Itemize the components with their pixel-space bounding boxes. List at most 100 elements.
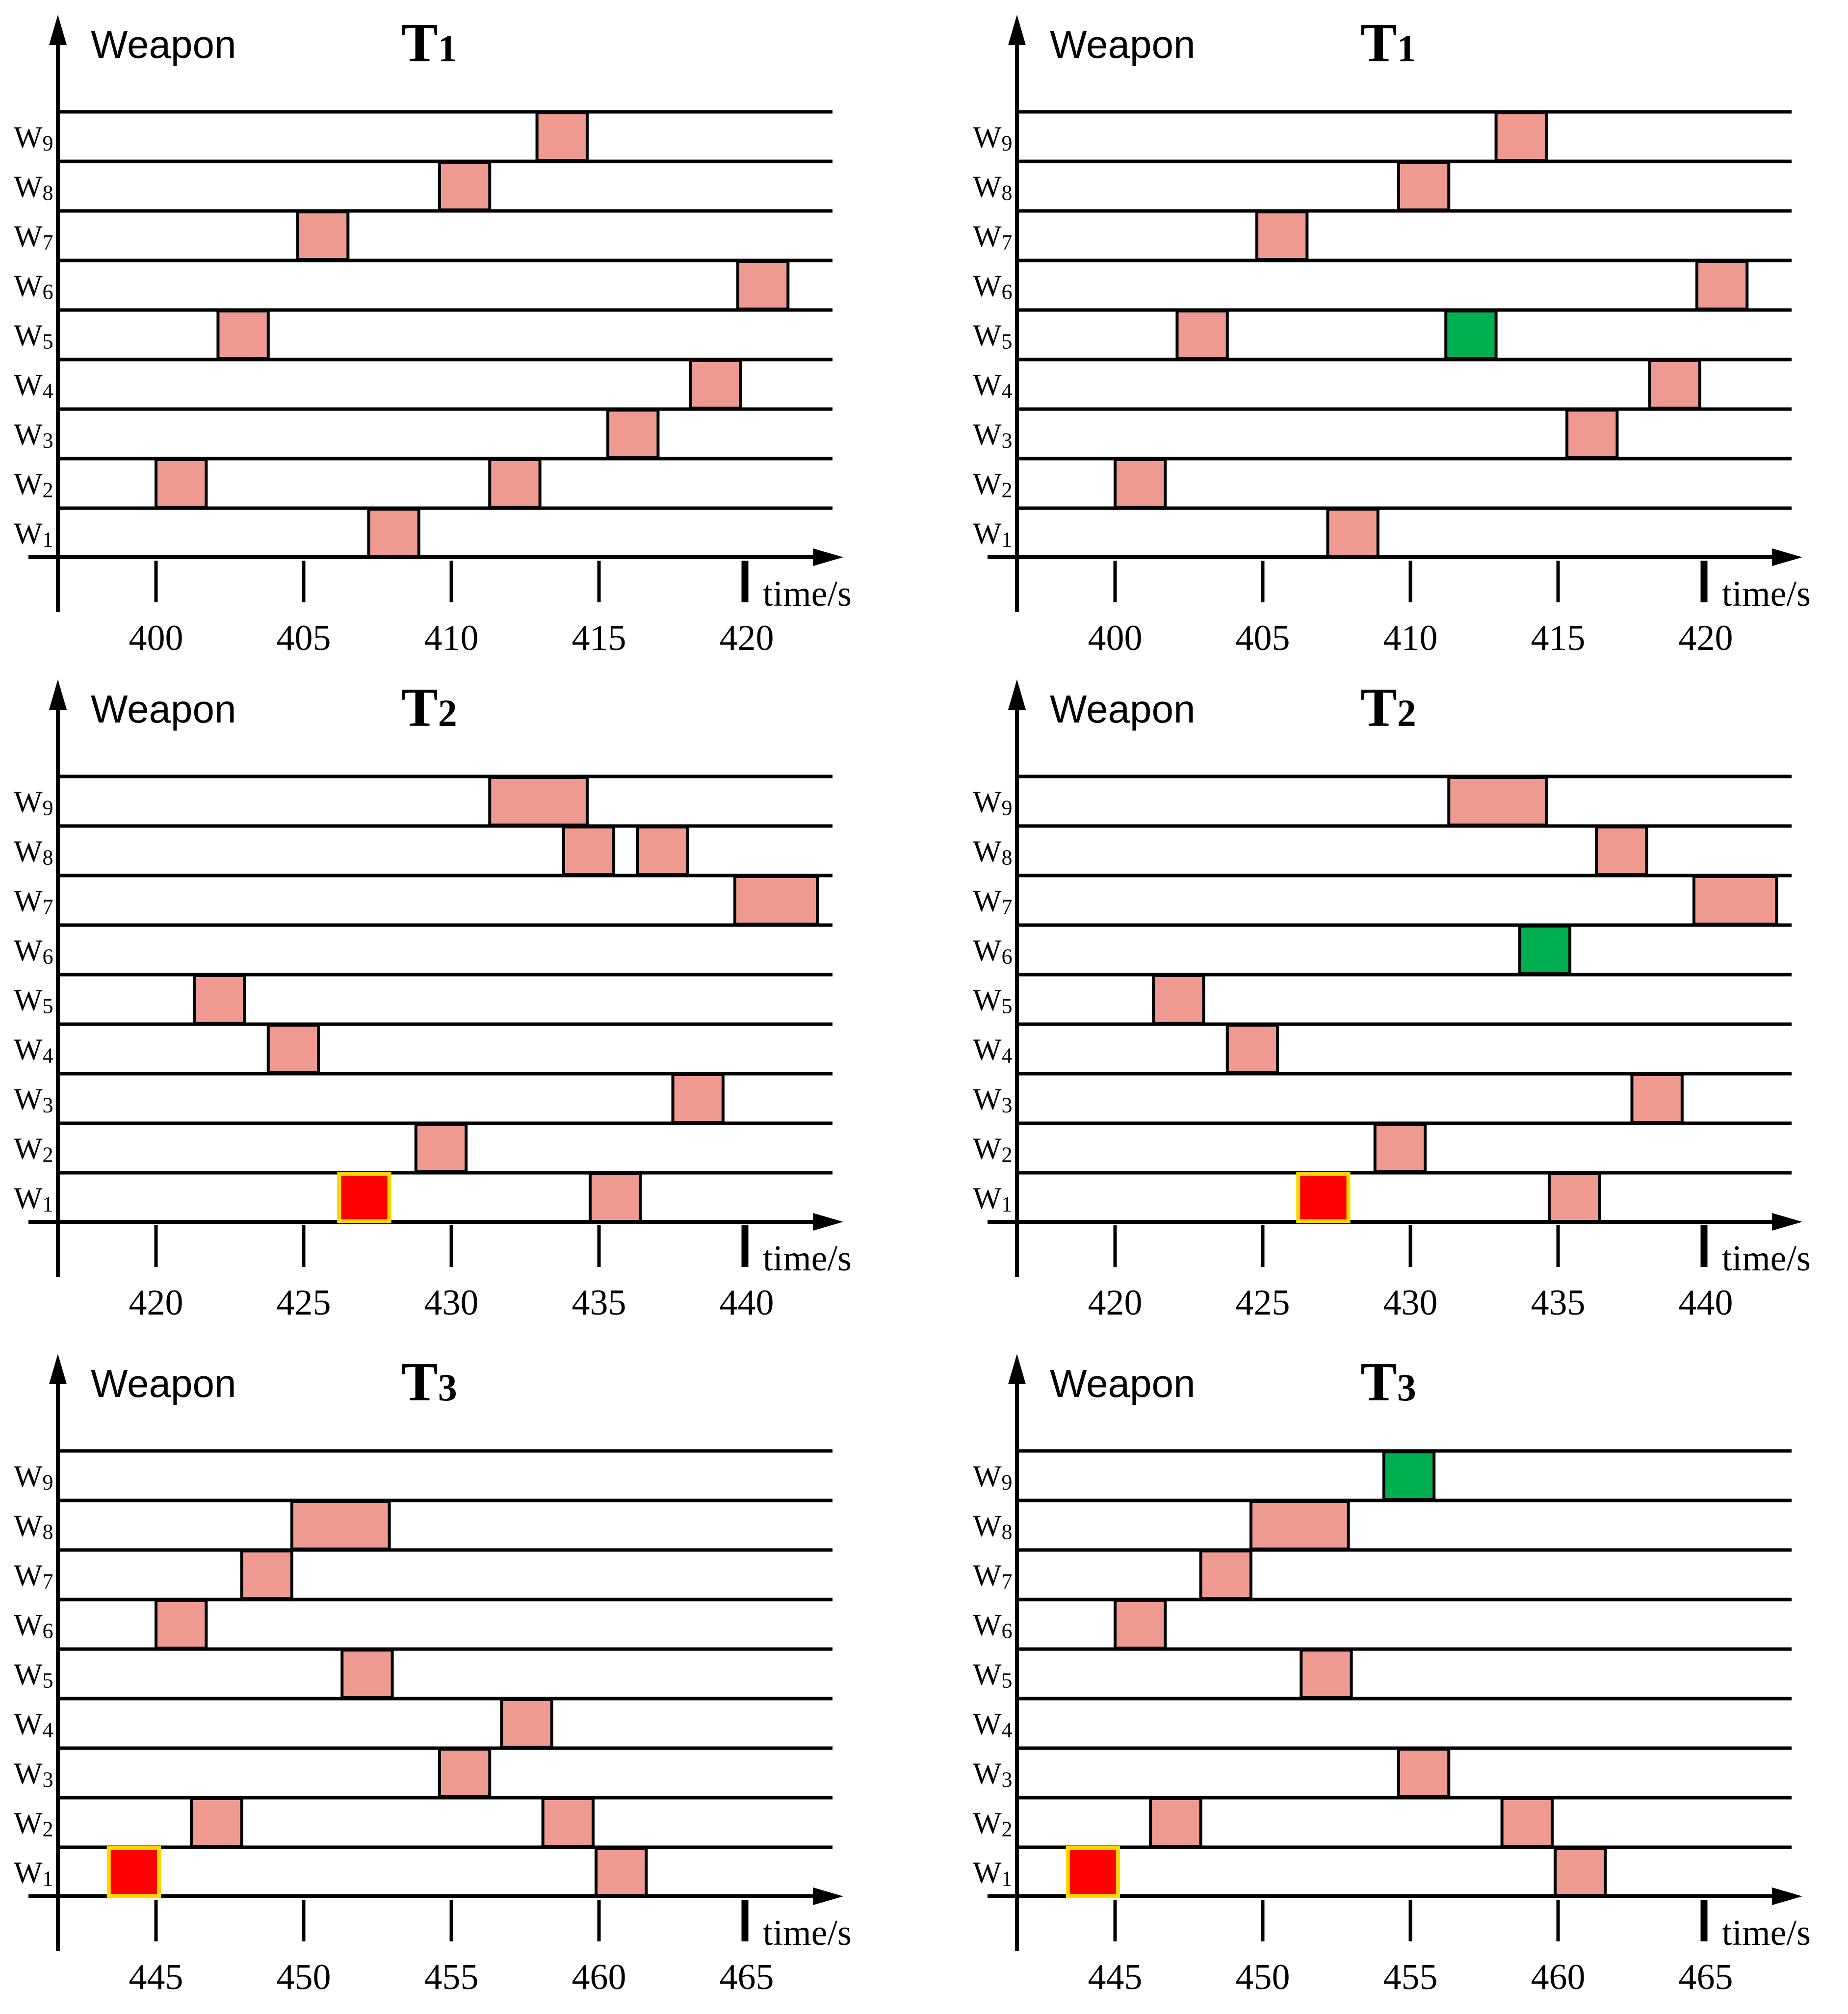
x-axis-label: time/s (1722, 1913, 1811, 1953)
row-label-w8: W8 (14, 835, 53, 870)
x-tick-label: 450 (277, 1957, 331, 1997)
row-label-w6: W6 (14, 270, 53, 304)
task-block-w7 (1199, 1549, 1252, 1600)
row-label-w4: W4 (973, 1033, 1013, 1068)
timeline-panel-3: 420 425 430 435 440 Weapon time/s T2 W1 W2 W3 W4 W5 W… (14, 677, 852, 1323)
row-label-w7: W7 (973, 1559, 1013, 1594)
row-label-w6: W6 (973, 1609, 1013, 1643)
task-block-w9 (1494, 111, 1548, 162)
y-axis-arrowhead (1008, 1354, 1026, 1384)
x-tick-label: 465 (720, 1957, 774, 1997)
task-block-w8 (438, 161, 492, 211)
y-axis-arrowhead (49, 1354, 67, 1384)
x-tick-label: 430 (1383, 1283, 1438, 1323)
x-tick-label: 400 (129, 618, 183, 658)
row-label-w1: W1 (14, 1182, 53, 1216)
task-block-w8 (636, 826, 689, 876)
time-axis-arrowhead (1772, 548, 1802, 566)
task-block-w5 (1152, 974, 1205, 1025)
panel-title: T3 (401, 1352, 457, 1413)
time-axis-arrowhead (813, 1213, 843, 1231)
task-block-w7 (240, 1549, 293, 1600)
row-label-w1: W1 (973, 1182, 1013, 1216)
row-label-w2: W2 (973, 1807, 1013, 1841)
task-block-w1 (1553, 1847, 1607, 1897)
row-label-w3: W3 (14, 418, 53, 453)
task-block-w6 (1695, 260, 1749, 310)
row-label-w2: W2 (973, 1133, 1013, 1167)
task-block-w3 (1397, 1748, 1451, 1798)
task-block-w9 (488, 776, 589, 826)
task-block-w3 (438, 1748, 492, 1798)
task-block-w5 (1175, 310, 1229, 360)
row-label-w3: W3 (14, 1757, 53, 1792)
task-block-w8 (1249, 1500, 1350, 1550)
row-label-w7: W7 (973, 885, 1013, 919)
row-label-w4: W4 (14, 1033, 53, 1068)
row-label-w3: W3 (973, 418, 1013, 453)
task-block-w1 (588, 1172, 642, 1223)
row-label-w5: W5 (14, 319, 53, 354)
task-block-w9-green (1382, 1450, 1436, 1501)
x-tick-label: 430 (424, 1283, 479, 1323)
x-tick-label: 450 (1236, 1957, 1290, 1997)
x-tick-label: 440 (720, 1283, 774, 1323)
task-block-w1-red (1296, 1172, 1351, 1223)
row-label-w2: W2 (973, 468, 1013, 502)
row-label-w2: W2 (14, 1807, 53, 1841)
x-axis-label: time/s (1722, 1239, 1811, 1279)
task-block-w5 (1300, 1649, 1353, 1699)
x-tick-label: 405 (277, 618, 331, 658)
task-block-w7 (296, 210, 350, 261)
task-block-w4 (689, 359, 742, 410)
x-tick-label: 415 (572, 618, 626, 658)
y-axis-label: Weapon (91, 23, 236, 66)
task-block-w7 (733, 875, 819, 926)
panel-title: T2 (1360, 677, 1416, 738)
task-block-w4 (1648, 359, 1701, 410)
task-block-w2 (1114, 458, 1167, 509)
task-block-w3 (671, 1073, 725, 1124)
x-tick-label: 420 (720, 618, 774, 658)
time-axis-arrowhead (1772, 1887, 1802, 1905)
x-tick-label: 435 (1531, 1283, 1586, 1323)
task-block-w5 (193, 974, 246, 1025)
task-block-w9 (1447, 776, 1548, 826)
time-axis-arrowhead (813, 548, 843, 566)
x-tick-label: 460 (572, 1957, 626, 1997)
x-tick-label: 465 (1679, 1957, 1733, 1997)
task-block-w1-red (1066, 1846, 1120, 1898)
x-tick-label: 425 (1236, 1283, 1290, 1323)
task-block-w1 (1547, 1172, 1601, 1223)
x-tick-label: 400 (1088, 618, 1143, 658)
panel-title: T1 (401, 13, 457, 74)
task-block-w2 (1500, 1797, 1554, 1848)
row-label-w5: W5 (973, 984, 1013, 1018)
x-tick-label: 440 (1679, 1283, 1733, 1323)
row-label-w6: W6 (14, 1609, 53, 1643)
task-block-w2 (190, 1797, 243, 1848)
task-block-w6 (155, 1599, 208, 1650)
y-axis-arrowhead (1008, 15, 1026, 45)
row-label-w1: W1 (14, 517, 53, 552)
task-block-w2 (414, 1123, 468, 1173)
task-block-w1-red (106, 1846, 161, 1898)
y-axis-label: Weapon (1050, 1362, 1196, 1405)
y-axis-label: Weapon (1050, 687, 1196, 731)
timeline-panel-1: 400 405 410 415 420 Weapon time/s T1 W1 W2 W3 W4 W5 W… (14, 13, 852, 658)
task-block-w7 (1692, 875, 1778, 926)
x-axis-label: time/s (763, 1913, 852, 1953)
x-tick-label: 410 (1383, 618, 1438, 658)
task-block-w5 (340, 1649, 394, 1699)
task-block-w4 (500, 1698, 553, 1749)
row-label-w3: W3 (973, 1083, 1013, 1117)
x-tick-label: 410 (424, 618, 479, 658)
panel-title: T2 (401, 677, 457, 738)
x-tick-label: 445 (1088, 1957, 1143, 1997)
x-tick-label: 455 (1383, 1957, 1438, 1997)
row-label-w8: W8 (973, 171, 1013, 205)
timeline-panel-6: 445 450 455 460 465 Weapon time/s T3 W1 W2 W3 W4 W5 W… (973, 1352, 1811, 1997)
task-block-w3 (1565, 409, 1619, 459)
timeline-panel-2: 400 405 410 415 420 Weapon time/s T1 W1 W2 W3 W4 W5 W… (973, 13, 1811, 658)
row-label-w5: W5 (14, 1658, 53, 1693)
